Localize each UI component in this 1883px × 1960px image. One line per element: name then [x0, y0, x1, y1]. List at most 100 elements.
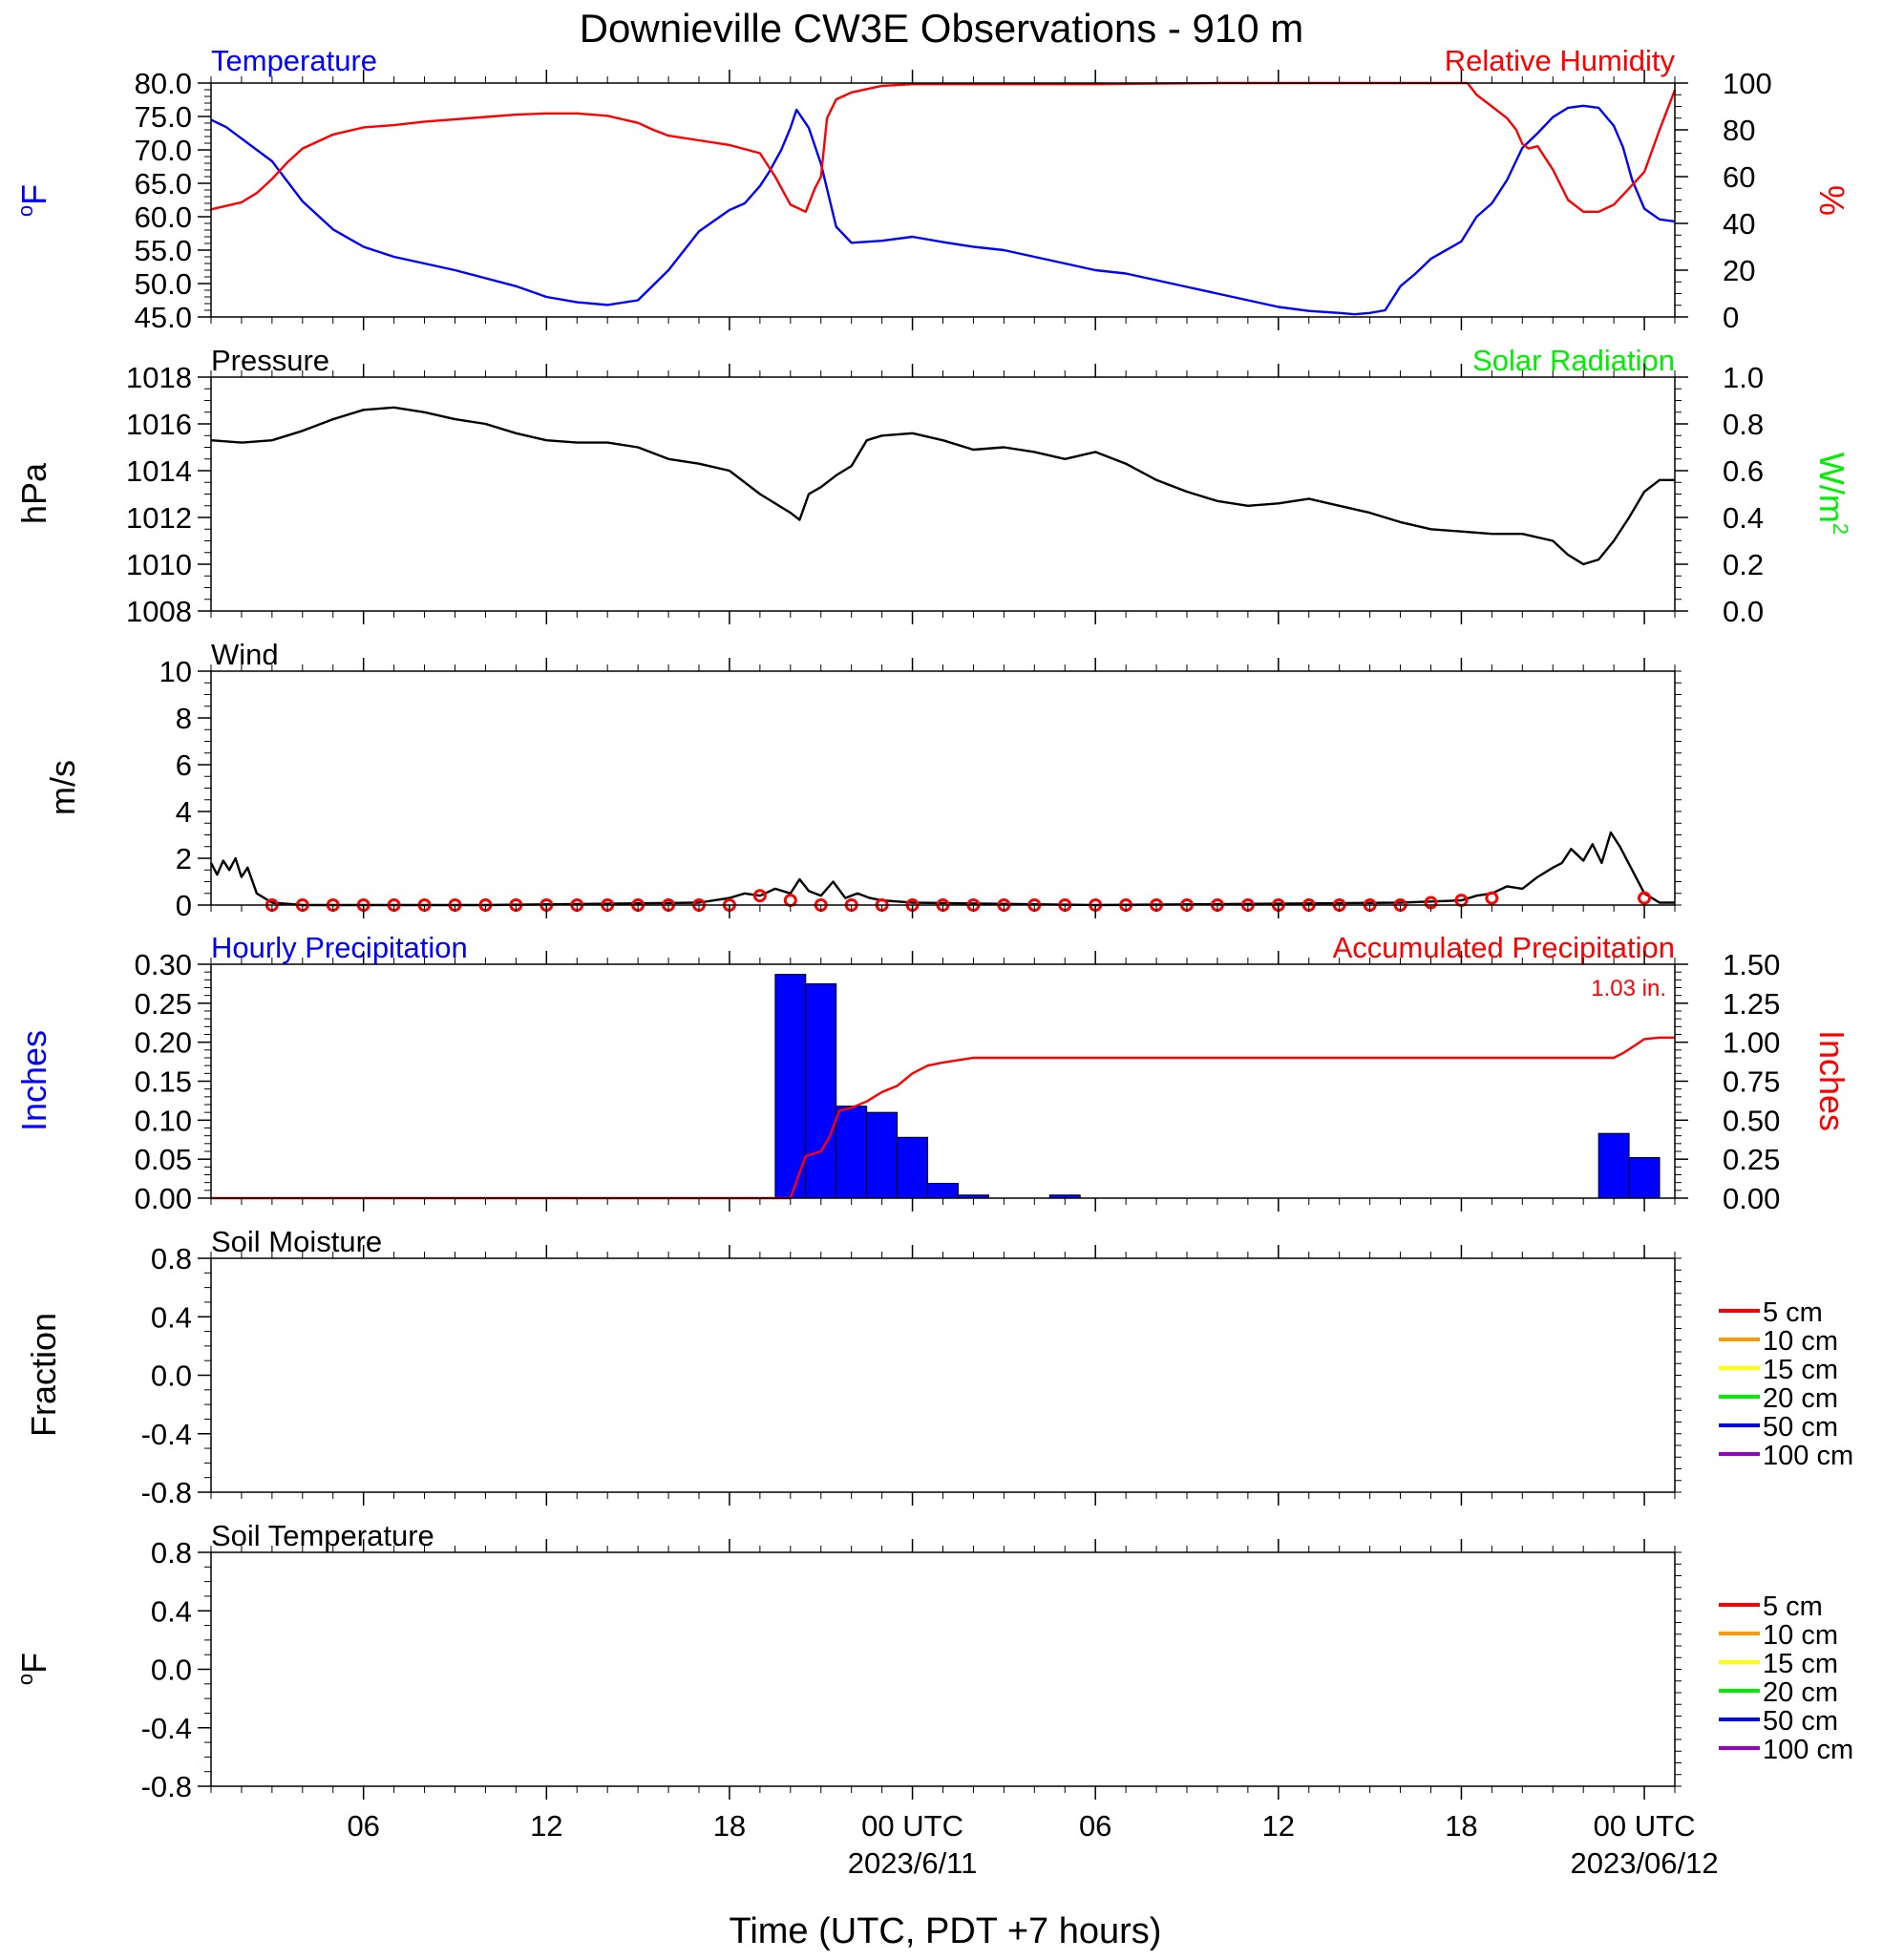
- precip-bar: [774, 974, 807, 1199]
- y-tick-label: 1.00: [1723, 1026, 1780, 1060]
- y-tick-label: 100: [1723, 67, 1772, 100]
- x-tick-label: 18: [713, 1809, 746, 1843]
- wind-title: Wind: [211, 638, 279, 671]
- y-tick-label: 10: [159, 655, 192, 688]
- right-minor-ticks: [1675, 1257, 1682, 1493]
- precip-bar: [836, 1106, 868, 1199]
- y-tick-label: 1018: [126, 361, 192, 394]
- y-tick-label: 0.25: [1723, 1143, 1780, 1176]
- right-ticks: 0 20 40 60 80 100: [1675, 67, 1772, 334]
- legend-label: 100 cm: [1763, 1441, 1853, 1471]
- y-tick-label: 0.0: [151, 1359, 192, 1393]
- temp-lines: [210, 104, 1676, 316]
- panel-frame: [210, 963, 1676, 1199]
- soil-temp-unit-letter: F: [14, 1653, 53, 1674]
- x-tick-label: 06: [1079, 1809, 1111, 1843]
- soil-temp-title: Soil Temperature: [211, 1519, 434, 1552]
- x-date-label: 2023/06/12: [1570, 1846, 1718, 1880]
- y-tick-label: 40: [1723, 207, 1755, 241]
- y-tick-label: 80: [1723, 114, 1755, 147]
- y-tick-label: 0: [1723, 301, 1739, 334]
- y-tick-label: 0.00: [1723, 1182, 1780, 1215]
- wind-barb-marker: [783, 894, 797, 908]
- wind-barb-marker: [1485, 891, 1499, 905]
- panel-pressure: 1008 1010 1012 1014 1016 1018 0.0 0.2 0.4 0.6 0.8…: [14, 344, 1852, 628]
- legend-label: 20 cm: [1763, 1677, 1838, 1708]
- y-tick-label: 0.2: [1723, 548, 1764, 581]
- x-tick-label: 12: [1262, 1809, 1295, 1843]
- panel-frame: [210, 670, 1676, 906]
- legend-label: 5 cm: [1763, 1591, 1823, 1622]
- right-minor-ticks: [1675, 1551, 1682, 1787]
- y-tick-label: 0.4: [151, 1300, 192, 1334]
- y-tick-label: 1010: [126, 548, 192, 581]
- y-tick-label: 0.8: [1723, 408, 1764, 441]
- y-tick-label: 1014: [126, 454, 192, 488]
- precip-total-label: 1.03 in.: [1591, 976, 1666, 1001]
- y-tick-label: 55.0: [135, 234, 192, 267]
- left-ticks: 1008 1010 1012 1014 1016 1018: [126, 361, 211, 628]
- panel-temp-rh: 45.050.055.060.065.070.075.080.0 0 20 40 60…: [13, 44, 1851, 334]
- panel-wind: 0 2 4 6 8 10 Wind m/s: [43, 638, 1682, 922]
- y-tick-label: 65.0: [135, 167, 192, 200]
- legend-label: 15 cm: [1763, 1355, 1838, 1385]
- y-tick-label: 0.20: [135, 1026, 192, 1060]
- series-line: [210, 81, 1677, 214]
- y-tick-label: 70.0: [135, 134, 192, 167]
- y-tick-label: 0.0: [151, 1654, 192, 1687]
- pressure-title: Pressure: [211, 344, 329, 377]
- y-tick-label: 0.10: [135, 1104, 192, 1137]
- precip-bar: [805, 982, 837, 1199]
- legend-label: 15 cm: [1763, 1649, 1838, 1679]
- soil-moisture-unit: Fraction: [24, 1313, 63, 1437]
- right-ticks: 0.0 0.2 0.4 0.6 0.8 1.0: [1675, 361, 1764, 628]
- y-tick-label: 0.25: [135, 987, 192, 1021]
- wind-barb-marker: [752, 889, 767, 903]
- x-tick-label: 12: [530, 1809, 562, 1843]
- y-tick-label: -0.8: [141, 1770, 192, 1803]
- pressure-lines: [210, 406, 1675, 566]
- y-tick-label: 1.0: [1723, 361, 1764, 394]
- x-axis-label: Time (UTC, PDT +7 hours): [730, 1911, 1162, 1951]
- temperature-title: Temperature: [211, 44, 377, 77]
- precip-bar: [1597, 1132, 1630, 1199]
- series-line: [210, 104, 1676, 316]
- legend-label: 50 cm: [1763, 1706, 1838, 1737]
- pressure-unit: hPa: [14, 462, 53, 524]
- panel-soil-moisture: -0.8 -0.4 0.0 0.4 0.8 Soil Moisture Fraction…: [24, 1225, 1853, 1509]
- y-tick-label: -0.4: [141, 1418, 192, 1451]
- y-tick-label: 45.0: [135, 301, 192, 334]
- left-ticks: 0 2 4 6 8 10: [159, 655, 211, 922]
- x-date-label: 2023/6/11: [848, 1846, 978, 1880]
- legend-label: 10 cm: [1763, 1620, 1838, 1651]
- solar-unit-exponent: 2: [1829, 523, 1852, 535]
- chart-title: Downieville CW3E Observations - 910 m: [580, 6, 1304, 51]
- precip-bar: [897, 1136, 929, 1199]
- series-line: [210, 406, 1675, 566]
- rh-title: Relative Humidity: [1445, 44, 1676, 77]
- precip-bar: [927, 1182, 959, 1199]
- y-tick-label: 1.50: [1723, 948, 1780, 981]
- y-tick-label: -0.4: [141, 1712, 192, 1745]
- y-tick-label: 60: [1723, 160, 1755, 194]
- y-tick-label: 6: [176, 748, 192, 782]
- precip-bars: [774, 974, 1661, 1199]
- y-tick-label: 1016: [126, 408, 192, 441]
- y-tick-label: 0: [176, 889, 192, 922]
- y-tick-label: 60.0: [135, 200, 192, 234]
- hourly-precip-title: Hourly Precipitation: [211, 931, 468, 964]
- left-ticks: -0.8 -0.4 0.0 0.4 0.8: [141, 1242, 211, 1509]
- y-tick-label: 0.8: [151, 1242, 192, 1275]
- y-tick-label: 0.15: [135, 1065, 192, 1099]
- hourly-precip-unit: Inches: [14, 1030, 53, 1131]
- y-tick-label: 50.0: [135, 267, 192, 301]
- right-ticks: 0.00 0.25 0.50 0.75 1.00 1.25 1.50: [1675, 948, 1780, 1215]
- panel-soil-temp: -0.8 -0.4 0.0 0.4 0.8 Soil Temperature oF 5 …: [13, 1519, 1853, 1803]
- accum-precip-title: Accumulated Precipitation: [1333, 931, 1675, 964]
- legend-label: 50 cm: [1763, 1412, 1838, 1443]
- legend-label: 20 cm: [1763, 1383, 1838, 1414]
- y-tick-label: 80.0: [135, 67, 192, 100]
- panel-frame: [210, 1551, 1676, 1787]
